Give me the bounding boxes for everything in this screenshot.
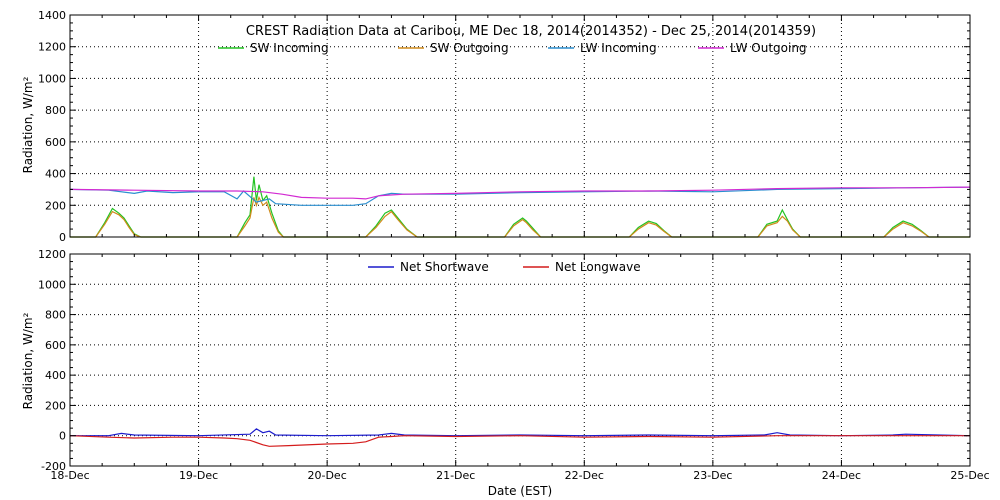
x-tick-label: 20-Dec (308, 469, 347, 482)
series-line-net-shortwave (70, 428, 971, 437)
plot-frame (69, 253, 971, 467)
y-tick-label: 800 (45, 309, 66, 322)
y-tick-label: 400 (45, 369, 66, 382)
y-tick-label: 1200 (38, 248, 66, 261)
series-line-lw-incoming (69, 186, 971, 206)
legend-label: SW Incoming (250, 41, 329, 55)
legend-label: SW Outgoing (430, 41, 509, 55)
y-tick-label: 600 (45, 136, 66, 149)
top-y-axis-label: Radiation, W/m² (21, 76, 35, 173)
y-tick-label: 200 (45, 399, 66, 412)
top-y-axis-label-text: Radiation, W/m² (21, 76, 35, 173)
x-tick-label: 24-Dec (822, 469, 861, 482)
x-tick-label: 22-Dec (565, 469, 604, 482)
y-tick-label: 600 (45, 339, 66, 352)
x-tick-label: 23-Dec (693, 469, 732, 482)
x-tick-label: 19-Dec (179, 469, 218, 482)
y-tick-label: -200 (41, 460, 66, 473)
y-tick-label: 200 (45, 199, 66, 212)
series-line-sw-outgoing (70, 195, 970, 238)
bottom-y-axis-label-text: Radiation, W/m² (21, 312, 35, 409)
y-tick-label: 1000 (38, 72, 66, 85)
y-tick-label: 1400 (38, 9, 66, 22)
bottom-chart-panel: -200 0 200 400 600 800 1000 1200 18-Dec 19-Dec 20-… (38, 248, 990, 482)
legend-label: LW Incoming (580, 41, 657, 55)
plot-frame (69, 14, 971, 238)
legend-label: LW Outgoing (730, 41, 807, 55)
y-tick-label: 1000 (38, 278, 66, 291)
x-tick-label: 25-Dec (950, 469, 989, 482)
y-tick-label: 800 (45, 104, 66, 117)
legend-label: Net Shortwave (400, 260, 489, 274)
x-axis-label: Date (EST) (488, 484, 552, 498)
y-tick-label: 0 (59, 231, 66, 244)
y-tick-label: 400 (45, 168, 66, 181)
series-line-net-longwave (69, 435, 970, 447)
series-line-sw-incoming (70, 176, 970, 238)
x-tick-label: 21-Dec (436, 469, 475, 482)
legend-label: Net Longwave (555, 260, 641, 274)
chart-title: CREST Radiation Data at Caribou, ME Dec … (246, 24, 816, 39)
x-tick-label: 18-Dec (50, 469, 89, 482)
y-tick-label: 1200 (38, 41, 66, 54)
bottom-y-axis-label: Radiation, W/m² (21, 312, 35, 409)
series-line-lw-outgoing (69, 186, 971, 200)
y-tick-label: 0 (59, 430, 66, 443)
top-chart-panel: 0 200 400 600 800 1000 1200 1400 SW Incoming SW O… (38, 9, 971, 244)
